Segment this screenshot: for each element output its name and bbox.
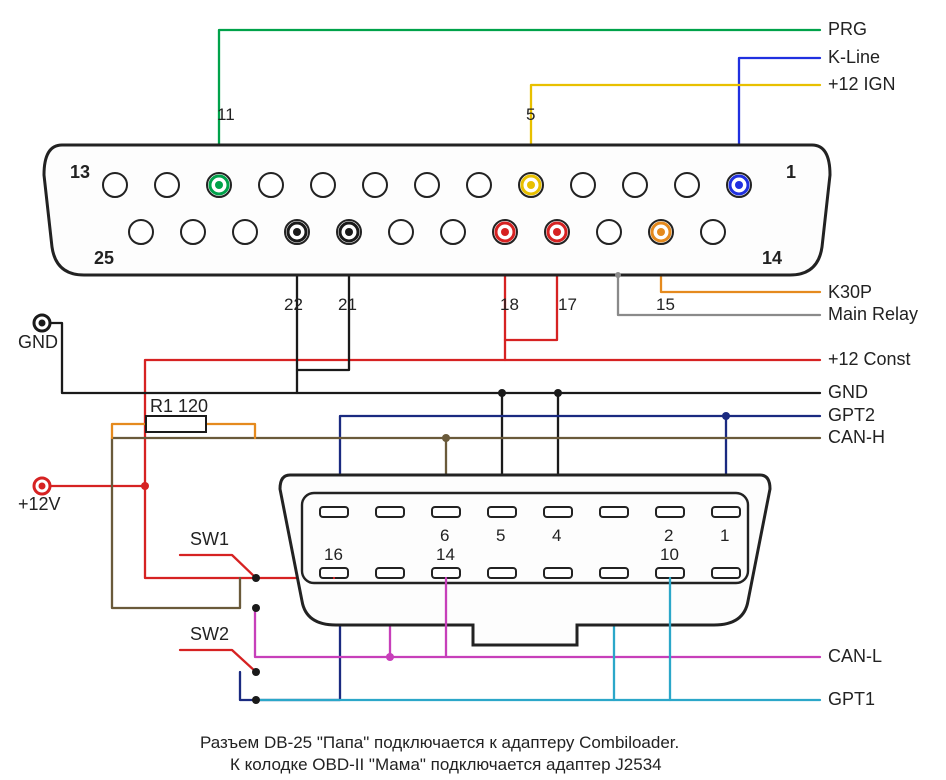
label--12-ign: +12 IGN (828, 74, 896, 94)
db25-pin-25 (129, 220, 153, 244)
label--12-const: +12 Const (828, 349, 911, 369)
obd-pin-11 (600, 568, 628, 578)
label-sw2: SW2 (190, 624, 229, 644)
obd-pin-2 (656, 507, 684, 517)
obd-pin-15 (376, 568, 404, 578)
db25-pinlabel-17: 17 (558, 295, 577, 314)
db25-pin-4 (571, 173, 595, 197)
label-gnd: GND (828, 382, 868, 402)
db25-pin-16 (597, 220, 621, 244)
obd-pin-7 (376, 507, 404, 517)
db25-pin-23 (233, 220, 257, 244)
db25-corner-14: 14 (762, 248, 782, 268)
db25-pinlabel-15: 15 (656, 295, 675, 314)
footer-line-1: Разъем DB-25 "Папа" подключается к адапт… (200, 733, 679, 752)
db25-pinlabel-21: 21 (338, 295, 357, 314)
db25-pinlabel-18: 18 (500, 295, 519, 314)
obd-pin-13 (488, 568, 516, 578)
obd-pinlabel-14: 14 (436, 545, 455, 564)
footer-line-2: К колодке OBD-II "Мама" подключается ада… (230, 755, 662, 774)
obd-pinlabel-1: 1 (720, 526, 729, 545)
label-prg: PRG (828, 19, 867, 39)
db25-corner-13: 13 (70, 162, 90, 182)
obd-pin-6 (432, 507, 460, 517)
label-sw1: SW1 (190, 529, 229, 549)
obd-pin-16 (320, 568, 348, 578)
db25-pin-13 (103, 173, 127, 197)
label-gpt1: GPT1 (828, 689, 875, 709)
db25-pin-2 (675, 173, 699, 197)
db25-pin-10 (259, 173, 283, 197)
obd-pin-3 (600, 507, 628, 517)
obd2-connector (280, 475, 770, 645)
obd-pinlabel-4: 4 (552, 526, 561, 545)
obd-pin-9 (712, 568, 740, 578)
db25-pin-8 (363, 173, 387, 197)
db25-pin-12 (155, 173, 179, 197)
obd-pin-4 (544, 507, 572, 517)
db25-pin-14 (701, 220, 725, 244)
db25-pin-3 (623, 173, 647, 197)
obd-pin-10 (656, 568, 684, 578)
obd-pin-12 (544, 568, 572, 578)
label-k-line: K-Line (828, 47, 880, 67)
db25-pinlabel-22: 22 (284, 295, 303, 314)
db25-pin-9 (311, 173, 335, 197)
label-r1: R1 120 (150, 396, 208, 416)
obd-pin-5 (488, 507, 516, 517)
db25-pin-19 (441, 220, 465, 244)
db25-corner-25: 25 (94, 248, 114, 268)
label-main-relay: Main Relay (828, 304, 918, 324)
db25-pin-20 (389, 220, 413, 244)
label-gnd-left: GND (18, 332, 58, 352)
db25-pinlabel-5: 5 (526, 105, 535, 124)
obd-pinlabel-2: 2 (664, 526, 673, 545)
db25-pin-7 (415, 173, 439, 197)
obd-pin-1 (712, 507, 740, 517)
db25-pin-24 (181, 220, 205, 244)
label-can-l: CAN-L (828, 646, 882, 666)
obd-pinlabel-10: 10 (660, 545, 679, 564)
db25-connector (44, 145, 830, 275)
label-can-h: CAN-H (828, 427, 885, 447)
db25-pin-6 (467, 173, 491, 197)
obd-pinlabel-6: 6 (440, 526, 449, 545)
obd-pinlabel-16: 16 (324, 545, 343, 564)
db25-corner-1: 1 (786, 162, 796, 182)
db25-pinlabel-11: 11 (217, 105, 235, 124)
obd-pinlabel-5: 5 (496, 526, 505, 545)
label-k30p: K30P (828, 282, 872, 302)
obd-pin-14 (432, 568, 460, 578)
label-gpt2: GPT2 (828, 405, 875, 425)
label-12v: +12V (18, 494, 61, 514)
obd-pin-8 (320, 507, 348, 517)
